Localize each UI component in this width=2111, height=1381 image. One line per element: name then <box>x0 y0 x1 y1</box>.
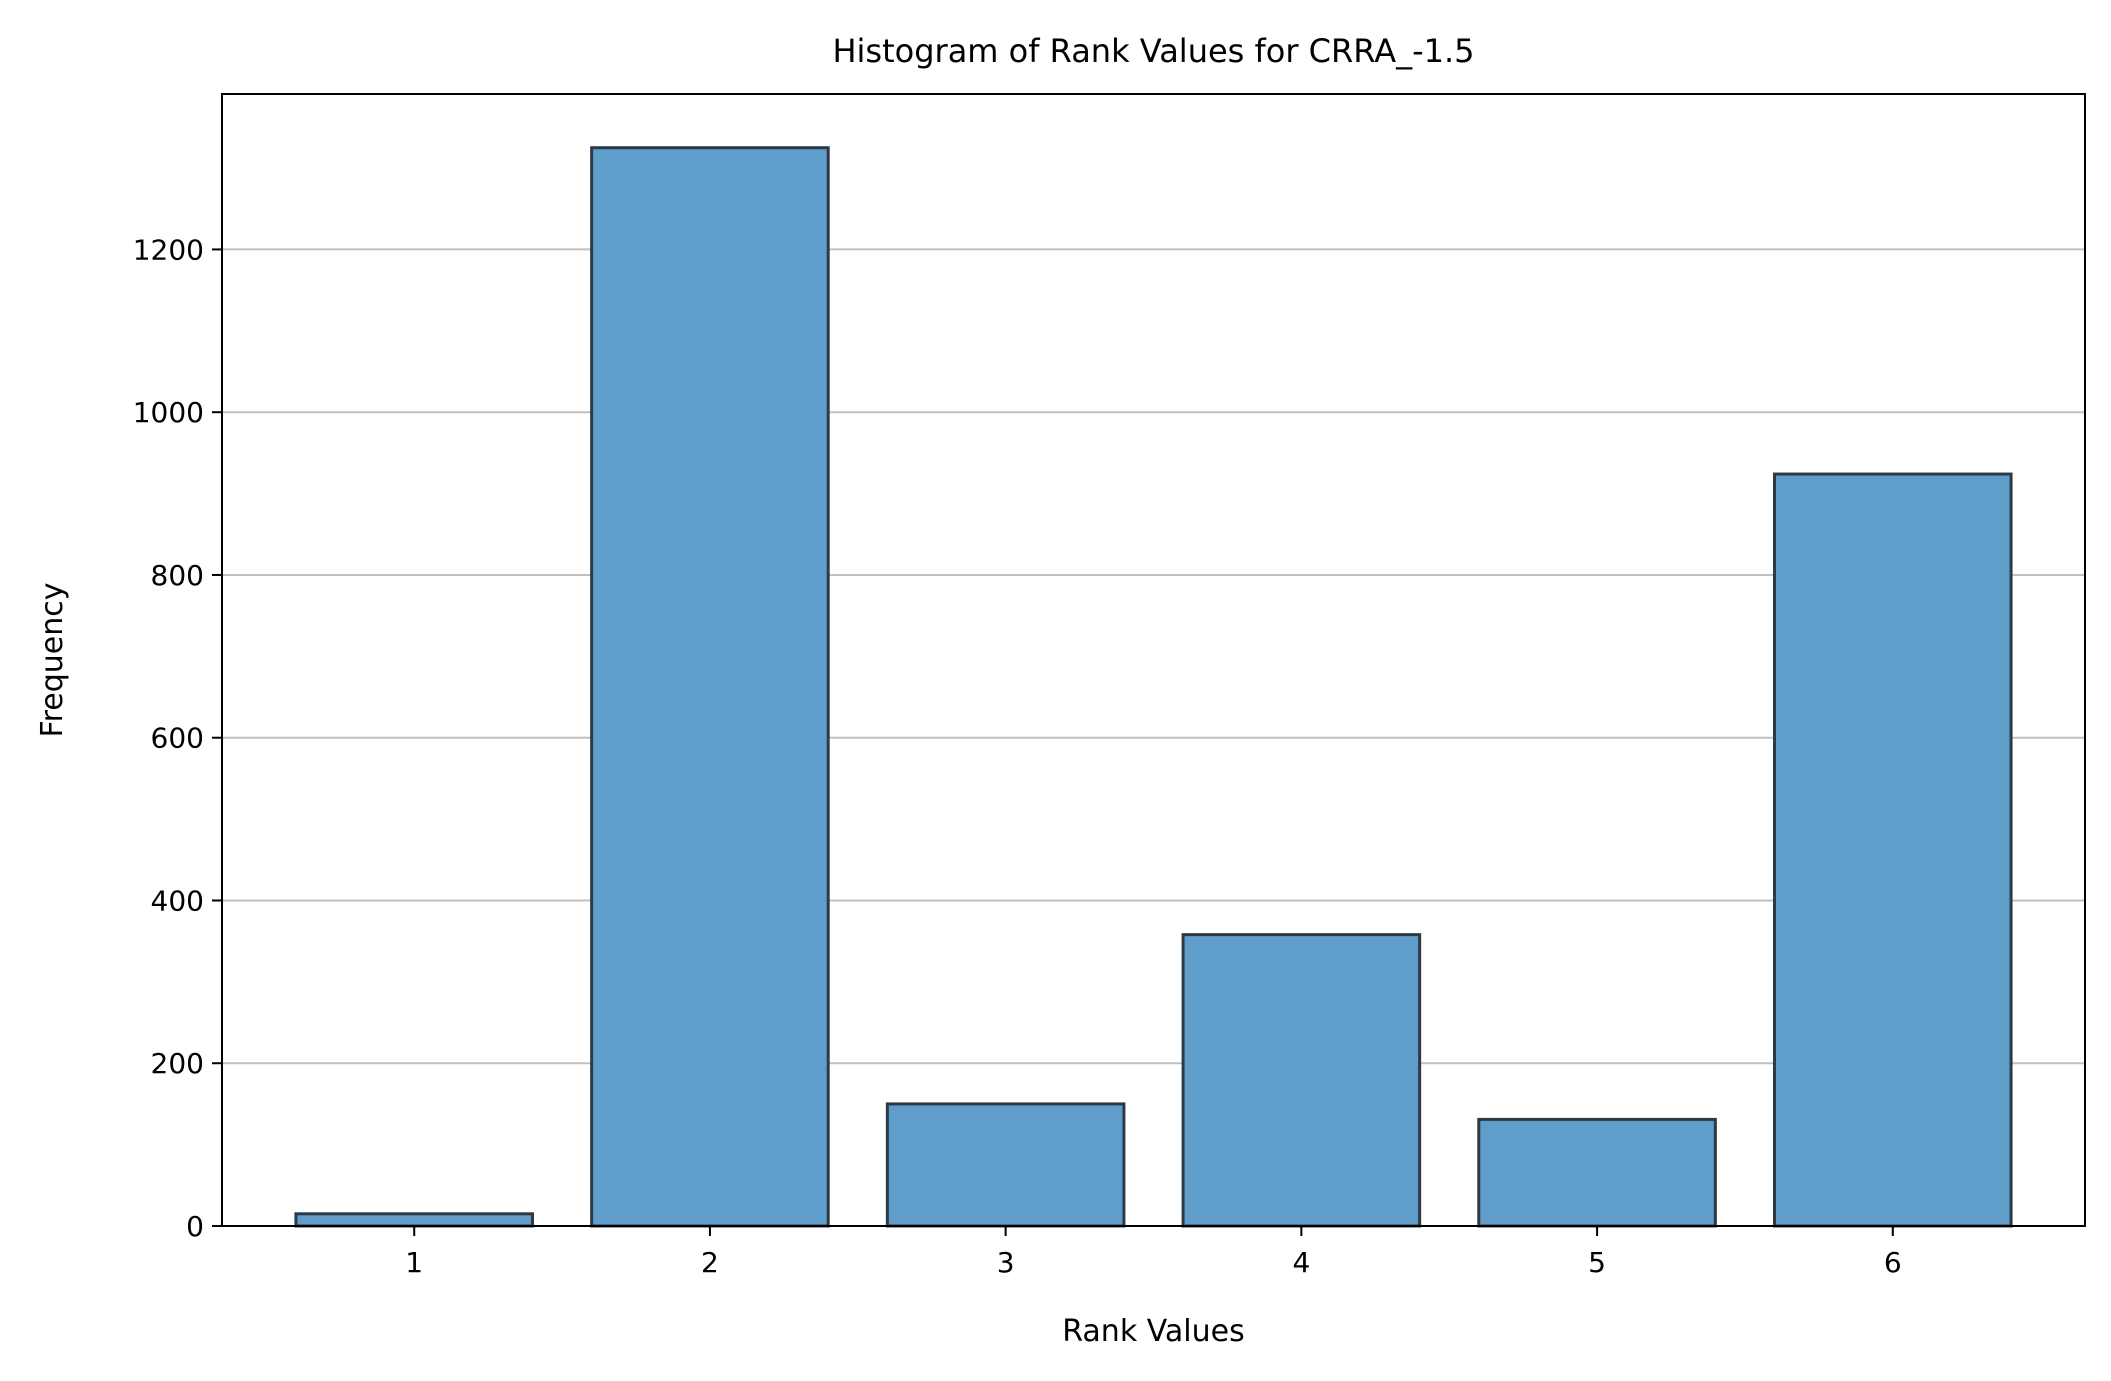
bar-rank-3 <box>885 1102 1126 1228</box>
x-tick-label: 5 <box>1588 1246 1606 1279</box>
x-axis-label: Rank Values <box>1062 1314 1245 1349</box>
bar-rank-6 <box>1773 472 2013 1228</box>
y-tick-label: 800 <box>151 559 204 592</box>
y-tick-label: 0 <box>186 1210 204 1243</box>
y-tick-label: 400 <box>151 884 204 917</box>
x-tick-label: 4 <box>1292 1246 1310 1279</box>
y-tick-label: 1000 <box>133 396 204 429</box>
x-axis-ticks: 1 2 3 4 5 6 <box>405 1226 1902 1279</box>
x-tick-label: 6 <box>1884 1246 1902 1279</box>
y-tick-label: 1200 <box>133 233 204 266</box>
y-axis-label: Frequency <box>35 583 70 738</box>
y-tick-label: 600 <box>151 722 204 755</box>
chart-title: Histogram of Rank Values for CRRA_-1.5 <box>832 32 1474 70</box>
bar-rank-4 <box>1181 933 1422 1228</box>
bar-rank-2 <box>590 146 830 1228</box>
y-tick-label: 200 <box>151 1047 204 1080</box>
x-tick-label: 1 <box>405 1246 423 1279</box>
bars <box>294 146 2013 1228</box>
bar-rank-5 <box>1477 1117 1717 1228</box>
y-axis-ticks: 0 200 400 600 800 1000 1200 <box>133 233 222 1243</box>
x-tick-label: 3 <box>997 1246 1015 1279</box>
x-tick-label: 2 <box>701 1246 719 1279</box>
plot-frame <box>221 93 2086 1227</box>
bar-rank-1 <box>294 1212 534 1228</box>
